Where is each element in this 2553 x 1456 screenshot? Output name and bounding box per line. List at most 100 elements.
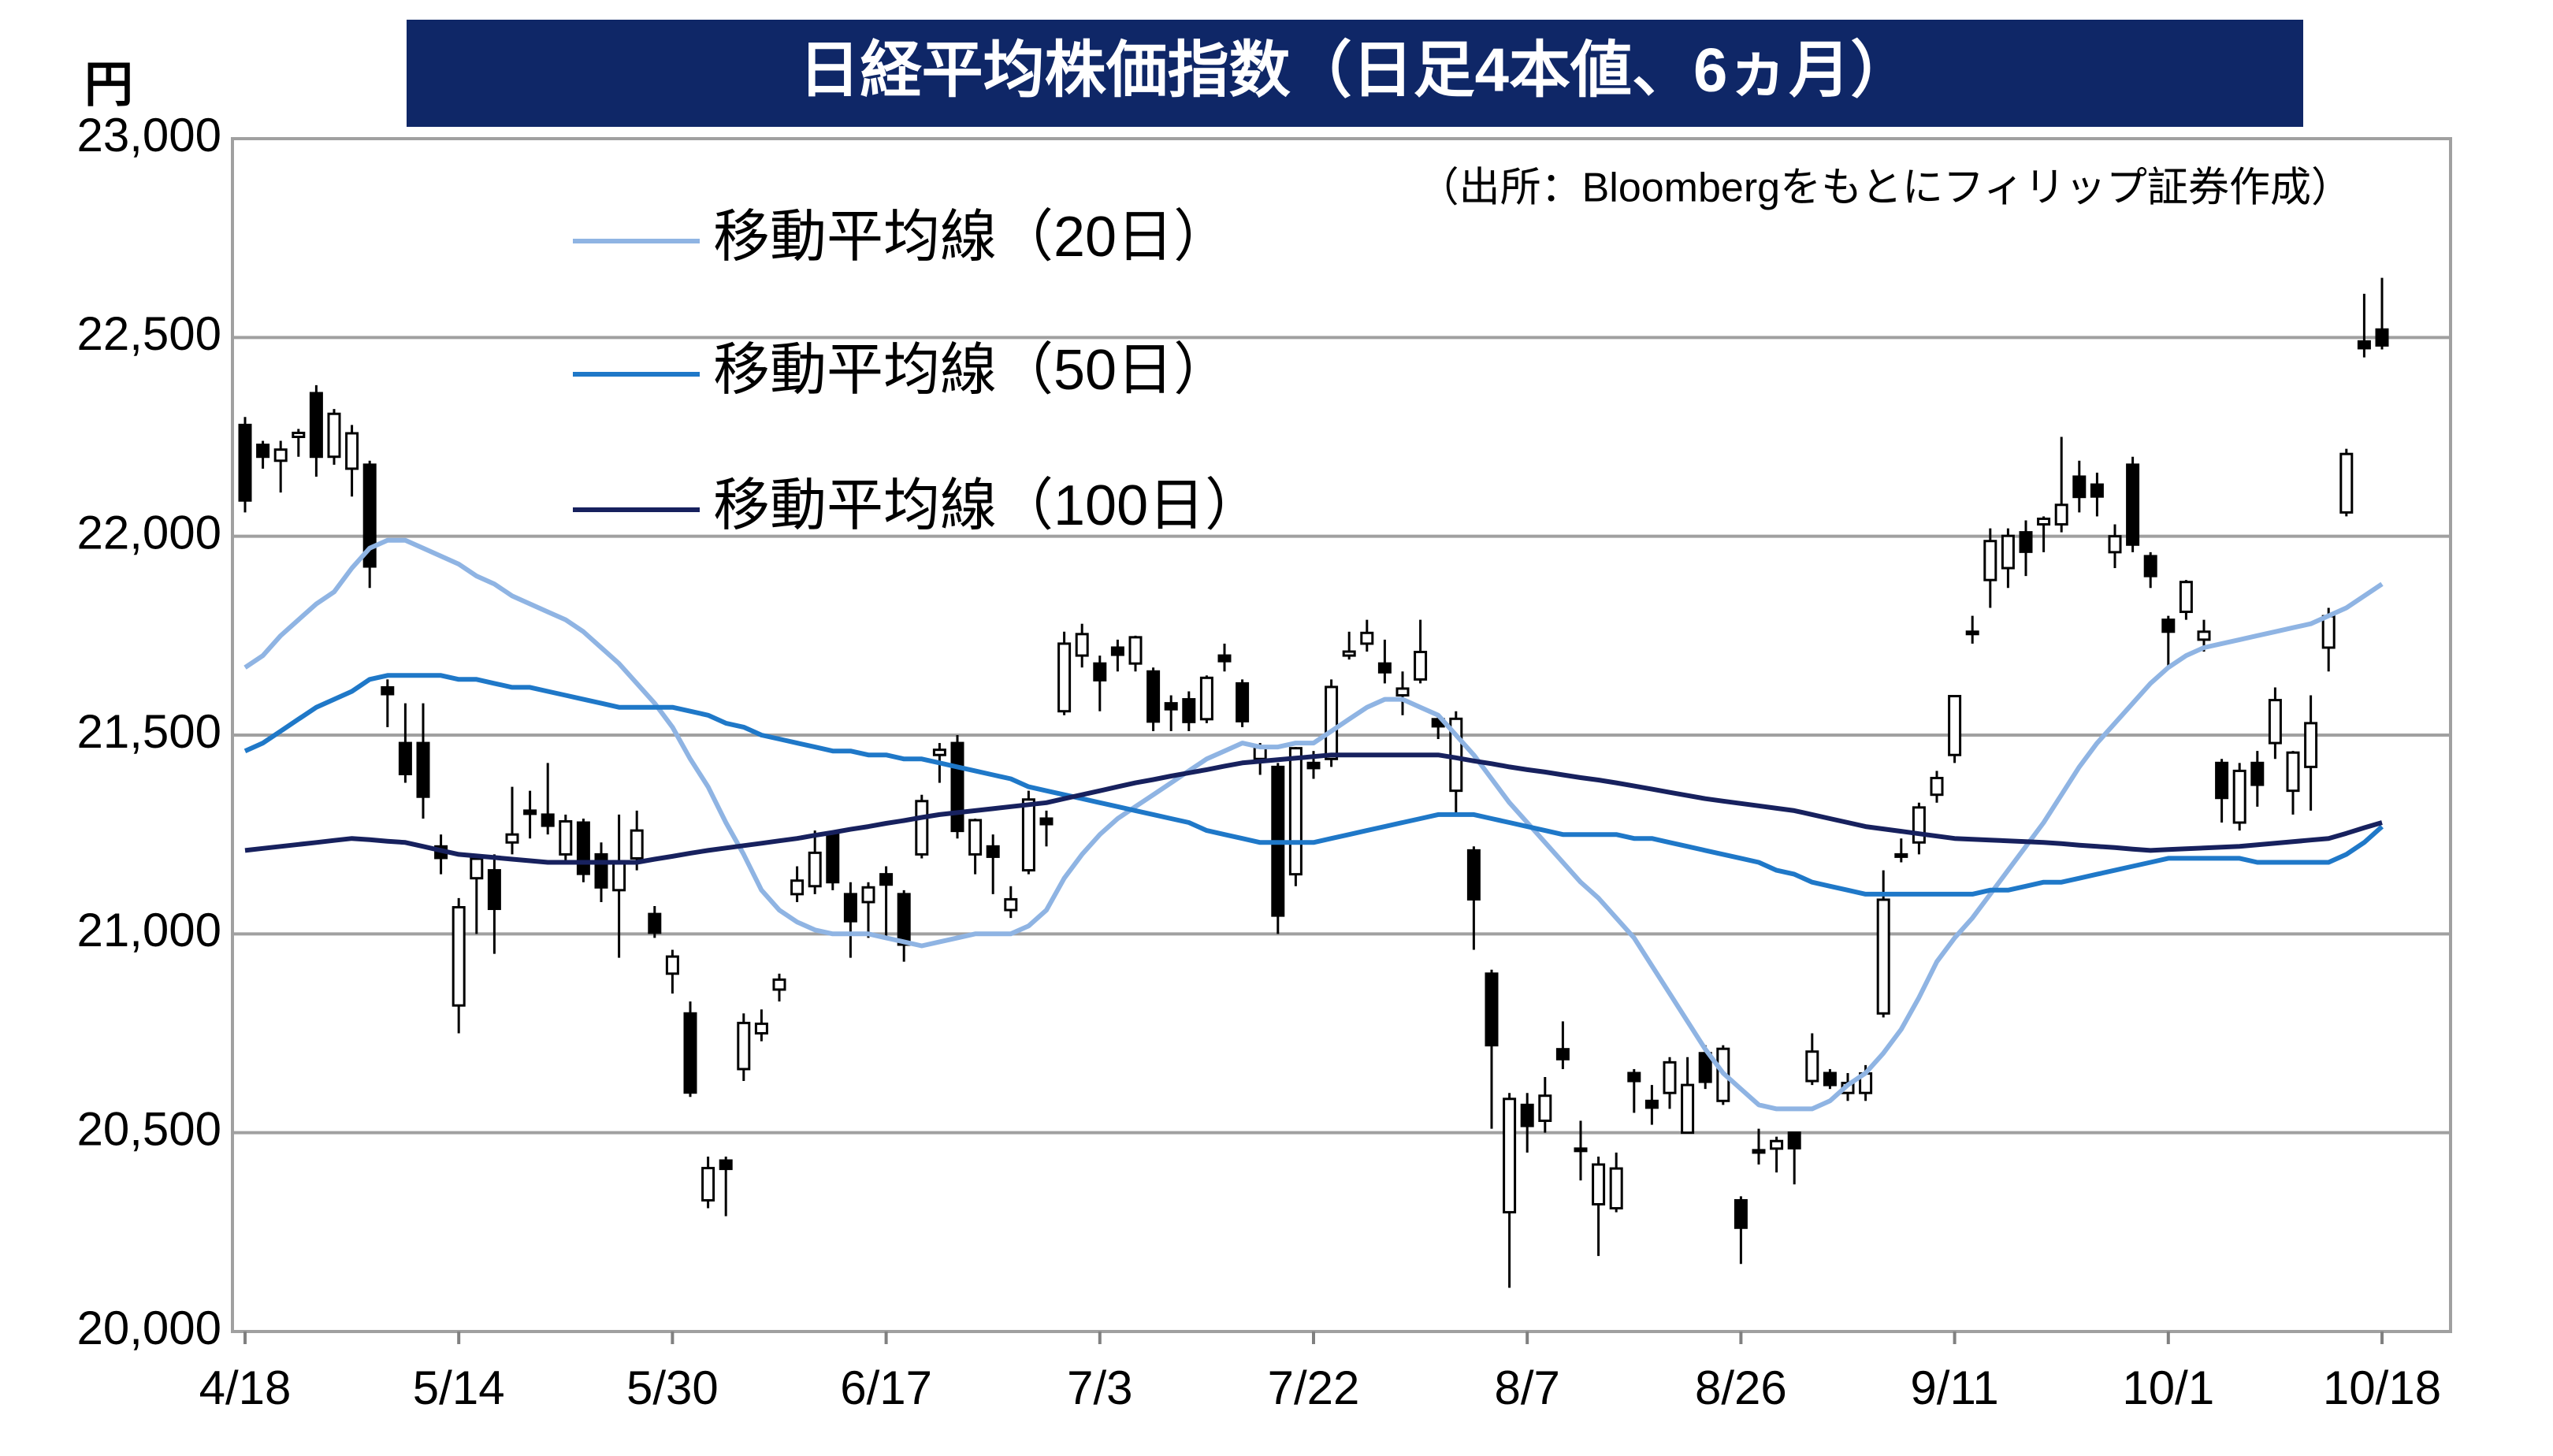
candle-body bbox=[416, 741, 430, 798]
candle-body bbox=[1164, 702, 1178, 711]
candle-body bbox=[2375, 328, 2389, 347]
candle-body bbox=[398, 741, 412, 775]
candle-body bbox=[1948, 695, 1962, 756]
y-tick-label: 21,000 bbox=[76, 904, 221, 956]
candle-body bbox=[808, 851, 822, 888]
x-tick-label: 6/17 bbox=[840, 1361, 932, 1414]
candle-body bbox=[594, 852, 608, 889]
y-unit: 円 bbox=[84, 58, 133, 112]
candle-body bbox=[1503, 1098, 1517, 1214]
candle-body bbox=[541, 813, 555, 827]
legend-label: 移動平均線（20日） bbox=[713, 206, 1230, 269]
candle-body bbox=[683, 1012, 697, 1094]
candle-body bbox=[1360, 631, 1374, 645]
y-tick-label: 22,000 bbox=[76, 507, 221, 559]
candle-body bbox=[523, 809, 537, 815]
candle-body bbox=[737, 1021, 751, 1071]
source-note: （出所：Bloombergをもとにフィリップ証券作成） bbox=[1418, 165, 2352, 211]
candle-body bbox=[1182, 698, 1196, 723]
candle-body bbox=[2019, 531, 2033, 553]
candle-body bbox=[2250, 761, 2265, 786]
candle-body bbox=[861, 886, 875, 904]
candle-body bbox=[1663, 1060, 1677, 1094]
candle-body bbox=[2197, 630, 2211, 641]
candle-body bbox=[2090, 483, 2104, 498]
x-tick-label: 10/18 bbox=[2323, 1361, 2441, 1414]
candle-body bbox=[470, 857, 484, 880]
x-tick-label: 4/18 bbox=[199, 1361, 292, 1414]
x-tick-label: 8/7 bbox=[1494, 1361, 1559, 1414]
candle-body bbox=[772, 978, 786, 991]
candle-body bbox=[256, 444, 270, 459]
candle-body bbox=[1414, 651, 1428, 681]
candle-body bbox=[2037, 517, 2051, 526]
candle-body bbox=[1609, 1167, 1623, 1210]
candle-body bbox=[2286, 751, 2300, 793]
candle-body bbox=[1592, 1163, 1606, 1206]
candle-body bbox=[2179, 581, 2193, 614]
x-tick-label: 9/11 bbox=[1910, 1361, 1998, 1414]
plot-border bbox=[231, 137, 2452, 1333]
candle-body bbox=[2072, 475, 2087, 499]
candle-body bbox=[2357, 340, 2371, 350]
candle-body bbox=[1965, 630, 1979, 636]
candle-body bbox=[1627, 1072, 1641, 1083]
candle-body bbox=[701, 1167, 715, 1202]
candle-body bbox=[1681, 1083, 1695, 1135]
candle-body bbox=[273, 448, 288, 462]
candle-body bbox=[1377, 662, 1392, 674]
ma-line bbox=[243, 673, 2384, 897]
candle-body bbox=[327, 412, 341, 459]
legend-label: 移動平均線（50日） bbox=[713, 339, 1230, 402]
candle-body bbox=[1894, 852, 1908, 858]
candle-body bbox=[630, 829, 644, 860]
title-box bbox=[407, 20, 2303, 127]
candle-body bbox=[1644, 1099, 1659, 1109]
candle-body bbox=[2054, 503, 2068, 526]
candle-body bbox=[576, 821, 590, 875]
x-tick-label: 7/22 bbox=[1268, 1361, 1360, 1414]
ma-line bbox=[243, 537, 2384, 1112]
candle-body bbox=[1876, 898, 1890, 1015]
candle-body bbox=[879, 873, 894, 886]
candle-body bbox=[719, 1159, 733, 1171]
candle-body bbox=[826, 833, 840, 884]
candle-body bbox=[362, 463, 377, 568]
candle-body bbox=[2321, 615, 2336, 649]
candle-body bbox=[897, 893, 911, 946]
candle-body bbox=[932, 748, 946, 756]
candle-body bbox=[790, 879, 805, 896]
candle-body bbox=[1039, 817, 1054, 826]
candle-body bbox=[1325, 685, 1339, 760]
candle-body bbox=[1823, 1072, 1837, 1086]
candle-body bbox=[1770, 1139, 1784, 1150]
candle-body bbox=[843, 893, 857, 923]
candle-body bbox=[1555, 1048, 1570, 1060]
candle-body bbox=[381, 685, 395, 696]
candle-body bbox=[2126, 463, 2140, 546]
y-tick-label: 20,500 bbox=[76, 1103, 221, 1156]
candle-body bbox=[754, 1022, 768, 1034]
candle-body bbox=[292, 431, 306, 438]
candle-body bbox=[1093, 662, 1107, 682]
candle-body bbox=[2268, 699, 2282, 745]
candle-body bbox=[2143, 555, 2157, 578]
candle-body bbox=[2215, 761, 2229, 800]
candle-body bbox=[1306, 761, 1321, 770]
candle-body bbox=[1983, 540, 1997, 581]
candle-body bbox=[1236, 682, 1250, 722]
candle-body bbox=[1021, 798, 1035, 872]
candle-body bbox=[1734, 1198, 1748, 1229]
candle-body bbox=[2232, 769, 2246, 824]
candle-body bbox=[1698, 1052, 1712, 1083]
candle-body bbox=[1752, 1149, 1766, 1154]
candle-body bbox=[345, 432, 359, 470]
candle-body bbox=[1217, 654, 1232, 663]
candle-body bbox=[2108, 535, 2122, 554]
x-tick-label: 5/14 bbox=[413, 1361, 505, 1414]
candle-body bbox=[1930, 777, 1944, 797]
candle-body bbox=[2304, 722, 2318, 768]
candle-body bbox=[612, 860, 626, 892]
